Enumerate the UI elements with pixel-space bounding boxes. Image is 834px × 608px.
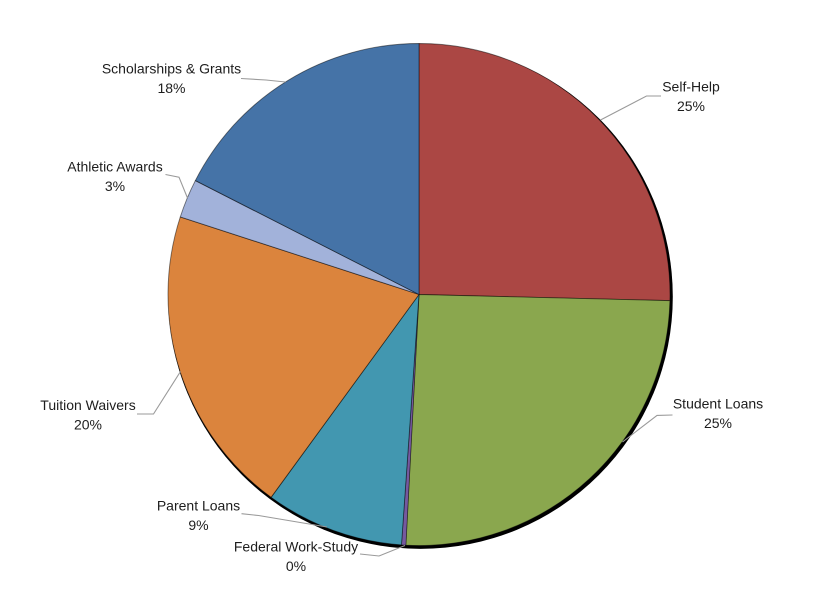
svg-text:Athletic Awards: Athletic Awards xyxy=(67,158,162,174)
svg-text:18%: 18% xyxy=(157,80,185,96)
svg-text:Self-Help: Self-Help xyxy=(662,79,720,95)
svg-text:Parent Loans: Parent Loans xyxy=(157,498,240,514)
svg-text:20%: 20% xyxy=(74,417,102,433)
svg-text:Tuition Waivers: Tuition Waivers xyxy=(40,397,135,413)
svg-text:Scholarships & Grants: Scholarships & Grants xyxy=(102,61,241,77)
svg-text:0%: 0% xyxy=(286,558,306,574)
svg-text:Federal Work-Study: Federal Work-Study xyxy=(234,539,358,555)
svg-text:Student Loans: Student Loans xyxy=(673,396,763,412)
svg-text:25%: 25% xyxy=(704,415,732,431)
svg-text:25%: 25% xyxy=(677,98,705,114)
svg-text:3%: 3% xyxy=(105,178,125,194)
svg-text:9%: 9% xyxy=(188,517,208,533)
